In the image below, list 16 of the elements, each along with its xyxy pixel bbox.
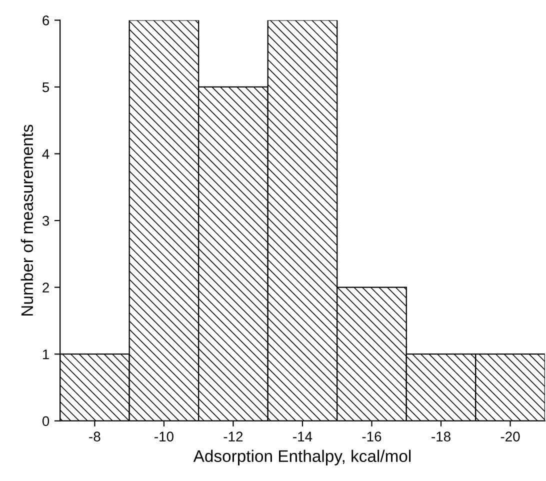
y-axis-title: Number of measurements <box>20 124 34 316</box>
x-tick-label: -20 <box>500 432 520 442</box>
x-tick-label: -12 <box>224 432 243 442</box>
x-tick-label: -14 <box>293 432 312 442</box>
x-tick-label: -18 <box>432 432 450 442</box>
y-tick-label: 5 <box>42 82 50 92</box>
x-tick-label: -10 <box>154 432 174 442</box>
y-tick-label: 1 <box>42 350 49 360</box>
x-axis-title: Adsorption Enthalpy, kcal/mol <box>193 450 411 466</box>
y-tick-label: 4 <box>42 149 50 159</box>
y-tick-label: 6 <box>42 16 50 26</box>
y-tick-label: 0 <box>42 416 50 426</box>
y-tick-label: 3 <box>42 216 50 226</box>
x-tick-label: -8 <box>89 432 100 442</box>
x-tick-label: -16 <box>362 432 382 442</box>
y-tick-label: 2 <box>42 282 49 292</box>
